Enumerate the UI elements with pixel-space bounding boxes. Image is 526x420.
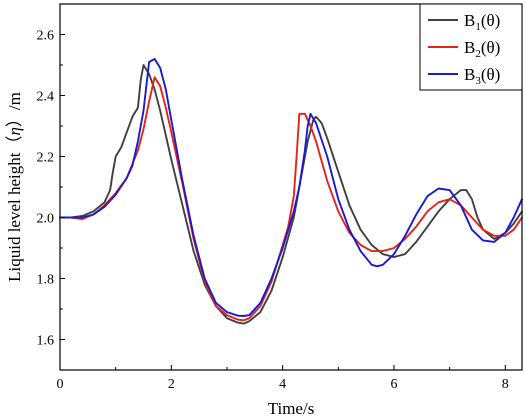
x-tick-label: 8: [502, 377, 509, 392]
legend-label-tail: (θ): [481, 38, 500, 57]
x-tick-label: 6: [390, 377, 397, 392]
legend-label-main: B: [464, 38, 475, 57]
y-tick-label: 2.6: [37, 29, 55, 44]
y-axis-title-symbol: η: [5, 127, 24, 135]
ticks-layer: 0 2 4 6 8 1.6 1.8 2.0 2.2 2.4 2.6: [37, 29, 509, 393]
series-line-2: [59, 76, 523, 322]
legend-label-sub: 1: [475, 21, 481, 33]
series-layer: [59, 57, 523, 325]
y-tick-label: 2.2: [37, 151, 55, 166]
y-tick-label: 2.4: [37, 90, 55, 105]
legend-label: B1(θ): [464, 11, 500, 33]
legend-label: B2(θ): [464, 38, 500, 60]
y-axis-title-prefix: Liquid level height（: [5, 136, 24, 282]
legend-label-tail: (θ): [481, 11, 500, 30]
y-axis-title-suffix: ）/m: [5, 92, 24, 127]
legend-label-tail: (θ): [481, 65, 500, 84]
legend-label-sub: 3: [475, 75, 481, 87]
legend-label-sub: 2: [475, 48, 481, 60]
y-tick-label: 2.0: [37, 212, 55, 227]
legend-label-main: B: [464, 11, 475, 30]
y-tick-label: 1.6: [37, 334, 55, 349]
y-axis-title: Liquid level height（η）/m: [5, 92, 24, 282]
legend-label-main: B: [464, 65, 475, 84]
legend-label: B3(θ): [464, 65, 500, 87]
series-line-1: [59, 64, 523, 325]
series-line-3: [59, 57, 523, 317]
x-tick-label: 0: [57, 377, 64, 392]
y-tick-label: 1.8: [37, 273, 55, 288]
x-tick-label: 4: [279, 377, 286, 392]
x-tick-label: 2: [168, 377, 175, 392]
legend: B1(θ)B2(θ)B3(θ): [419, 3, 523, 91]
x-axis-title: Time/s: [268, 399, 315, 418]
